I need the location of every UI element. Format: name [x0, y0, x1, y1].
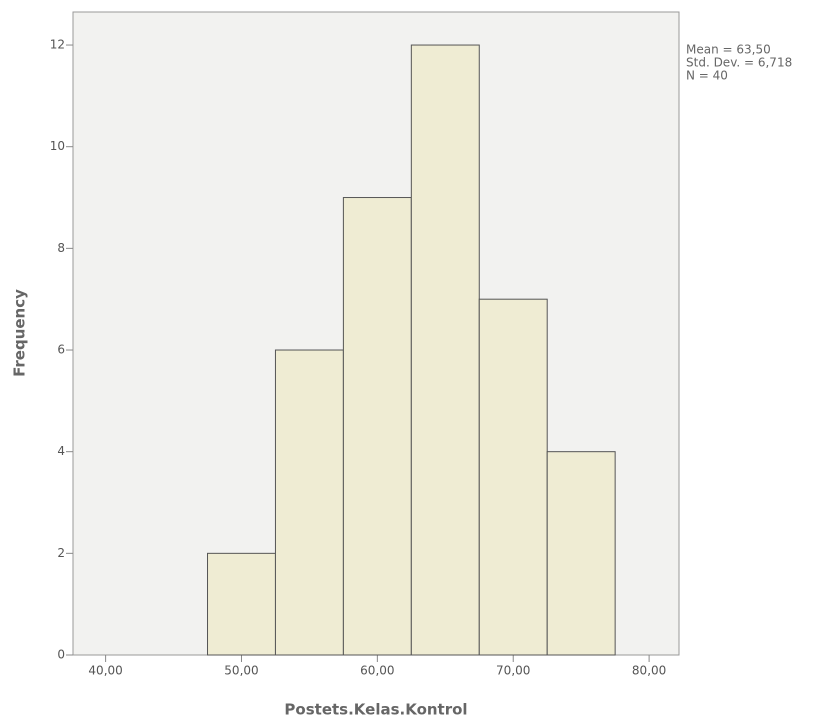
- chart: Postets.Kelas.Kontrol Frequency 0 2 4 6 8 10 1…: [0, 0, 816, 723]
- y-tick-label: 10: [50, 139, 65, 153]
- bar: [343, 198, 411, 655]
- y-tick-label: 8: [57, 241, 65, 255]
- y-tick-label: 2: [57, 546, 65, 560]
- stats-line: Mean = 63,50: [686, 43, 771, 57]
- bar: [208, 553, 276, 655]
- y-tick-label: 4: [57, 444, 65, 458]
- stats-line: N = 40: [686, 69, 728, 83]
- stats-line: Std. Dev. = 6,718: [686, 56, 792, 70]
- bar: [411, 45, 479, 655]
- bar: [547, 452, 615, 655]
- bar: [275, 350, 343, 655]
- y-tick-label: 0: [57, 648, 65, 662]
- x-axis-title: Postets.Kelas.Kontrol: [284, 701, 467, 719]
- y-tick-label: 6: [57, 343, 65, 357]
- x-tick-label: 50,00: [224, 664, 258, 678]
- x-tick-label: 80,00: [632, 664, 666, 678]
- y-tick-label: 12: [50, 38, 65, 52]
- y-axis-title: Frequency: [11, 289, 29, 377]
- x-tick-label: 70,00: [496, 664, 530, 678]
- x-tick-label: 40,00: [88, 664, 122, 678]
- x-tick-label: 60,00: [360, 664, 394, 678]
- bar: [479, 299, 547, 655]
